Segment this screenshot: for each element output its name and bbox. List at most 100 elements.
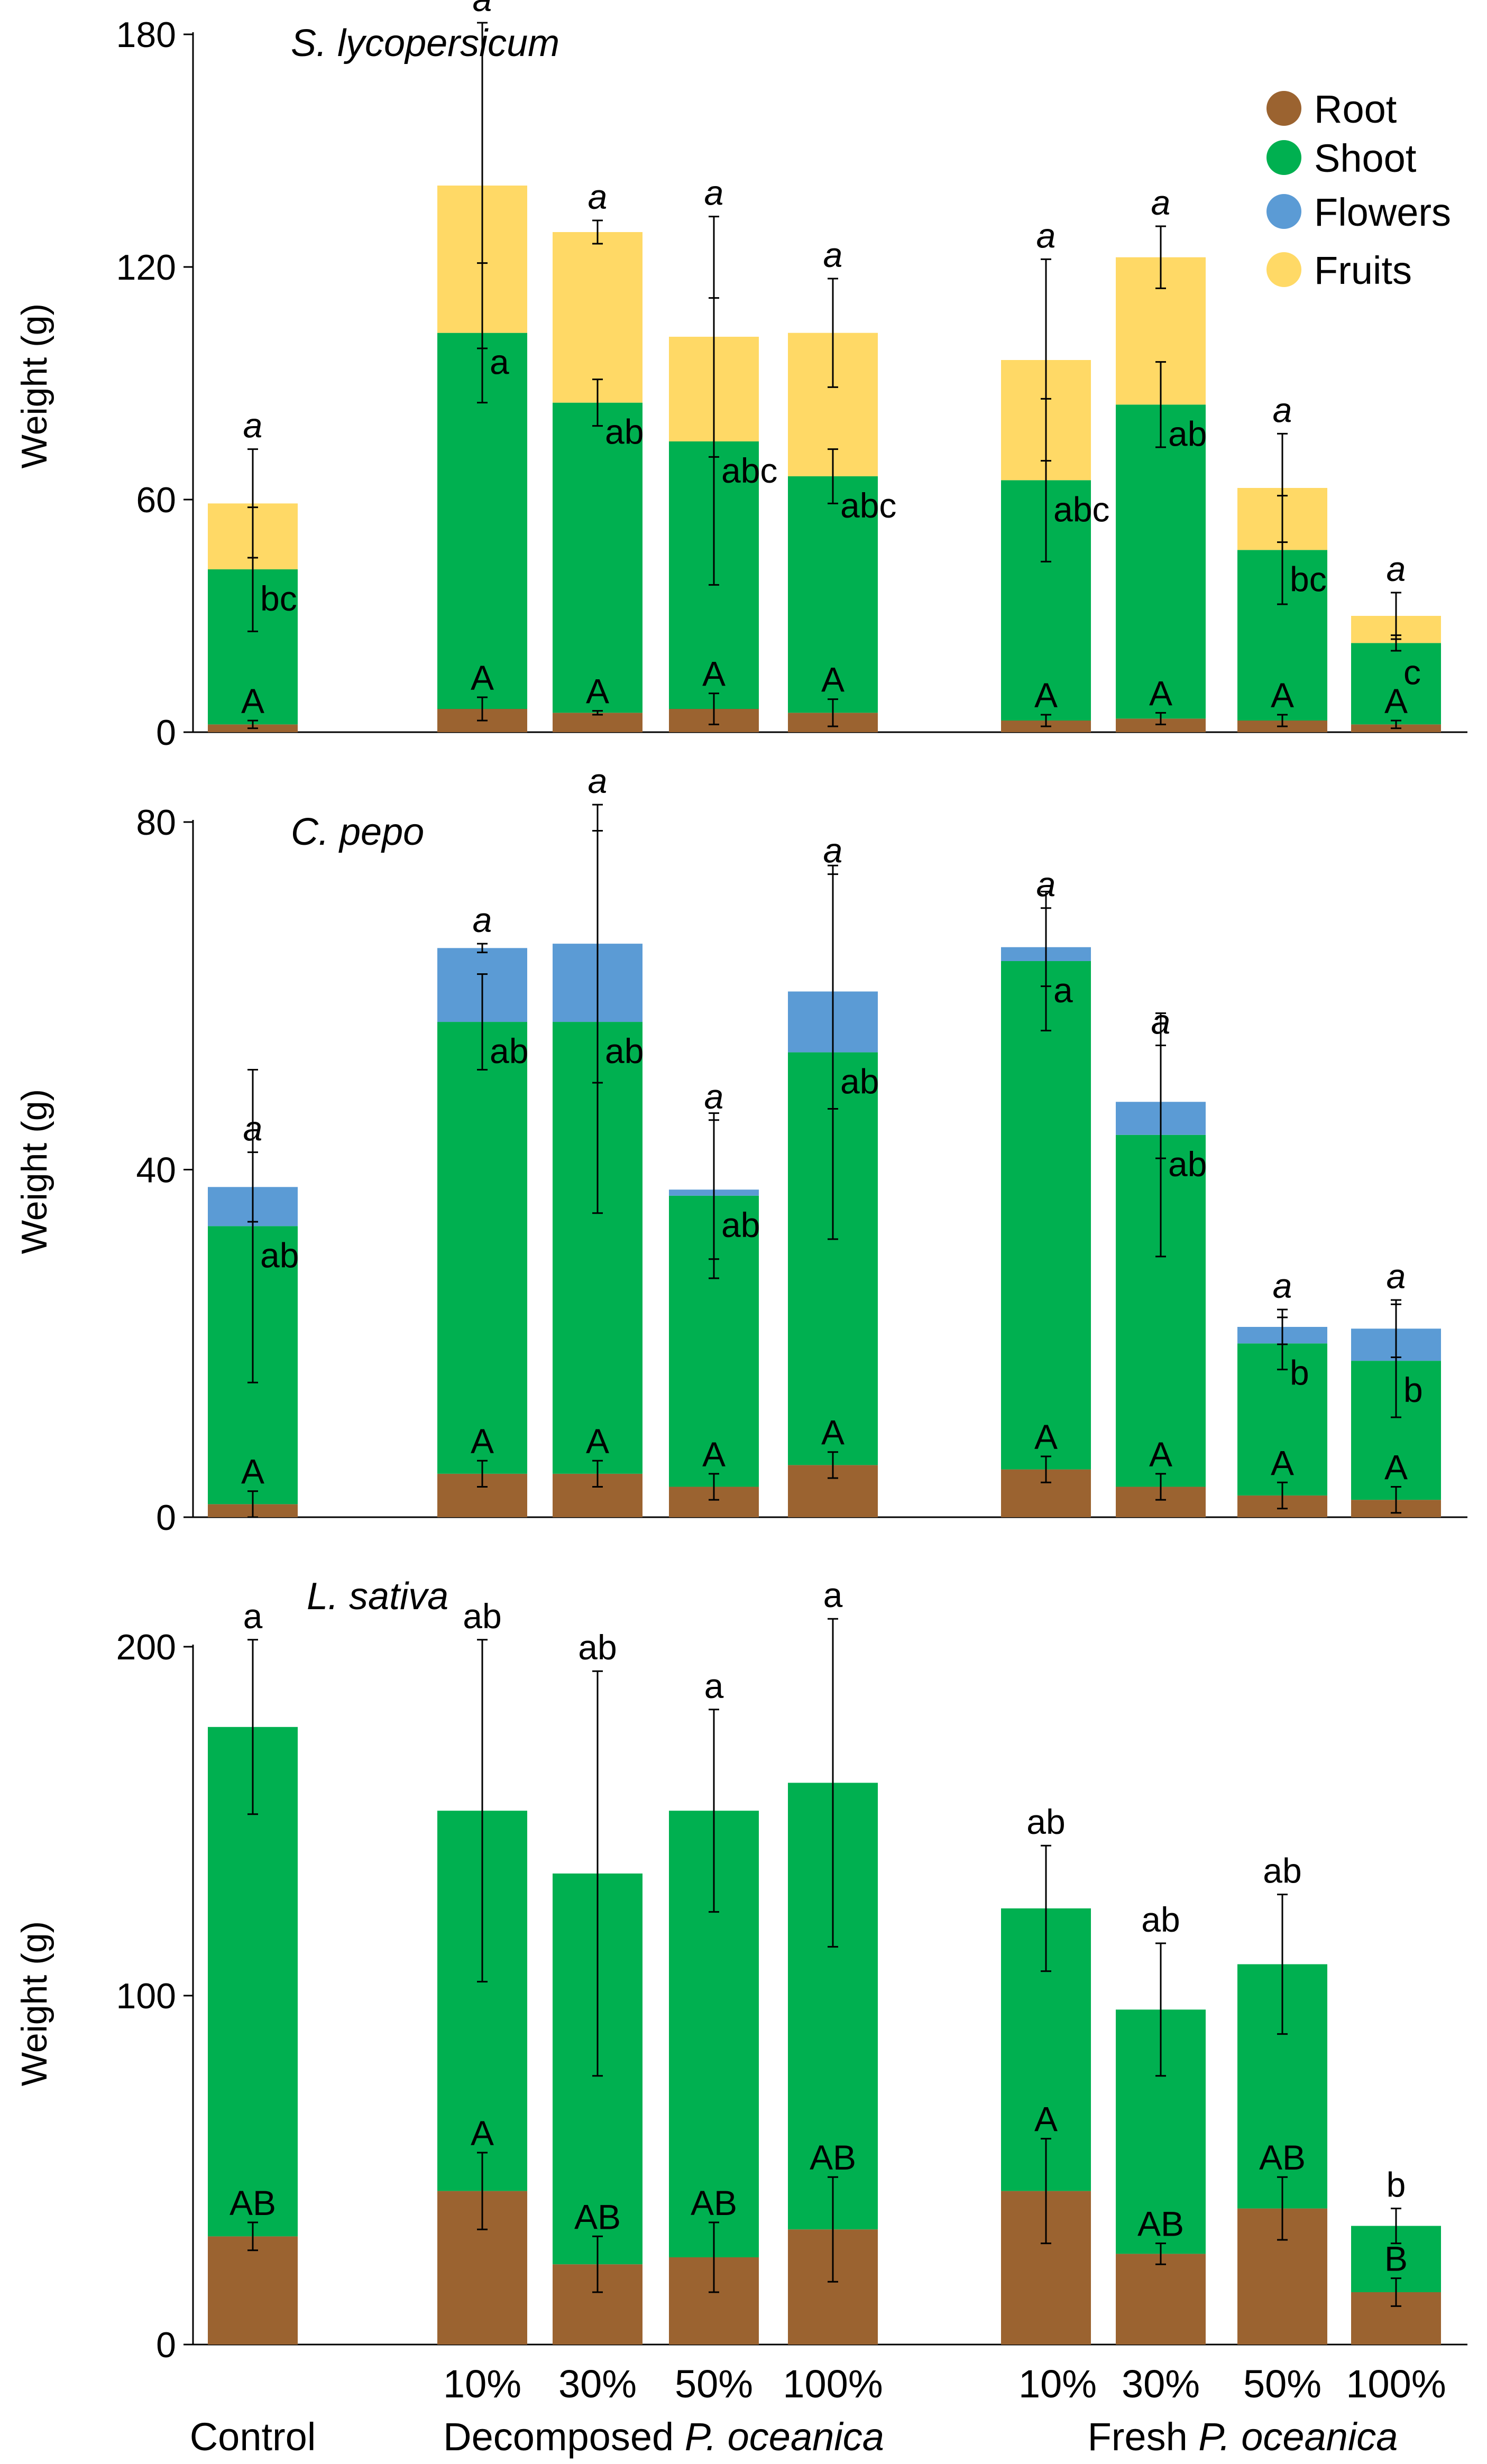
error-bar-shoot bbox=[1155, 361, 1166, 448]
y-axis-label-l-sativa: Weight (g) bbox=[14, 1921, 54, 2086]
dose-label: 30% bbox=[1122, 2362, 1200, 2406]
sig-letter-shoot: b bbox=[1403, 1370, 1423, 1409]
y-tick-label: 100 bbox=[116, 1976, 176, 2016]
error-bar-fruits bbox=[477, 22, 488, 349]
sig-letter-shoot: a bbox=[1053, 971, 1073, 1010]
sig-letter-shoot: abc bbox=[721, 451, 777, 490]
error-bar-flowers bbox=[247, 1151, 258, 1223]
sig-letter-root: A bbox=[586, 1422, 609, 1461]
error-bar-flowers bbox=[1041, 907, 1051, 988]
group-label-fresh: Fresh P. oceanica bbox=[1088, 2415, 1398, 2459]
error-bar-flowers bbox=[592, 804, 603, 1084]
y-tick-label: 60 bbox=[136, 480, 176, 520]
sig-letter-total: a bbox=[588, 177, 608, 216]
sig-letter-total: a bbox=[1273, 1266, 1292, 1305]
sig-letter-root: A bbox=[702, 1435, 726, 1474]
error-bar-root bbox=[1277, 1481, 1288, 1510]
sig-letter-total: a bbox=[243, 1596, 263, 1636]
error-bar-shoot bbox=[477, 1639, 488, 1983]
sig-letter-total: ab bbox=[1026, 1802, 1065, 1841]
sig-letter-root: A bbox=[1034, 2100, 1058, 2139]
sig-letter-total: a bbox=[1387, 549, 1406, 588]
sig-letter-shoot: bc bbox=[260, 579, 297, 618]
error-bar-fruits bbox=[1391, 592, 1401, 640]
error-bar-flowers bbox=[477, 943, 488, 954]
sig-letter-shoot: ab bbox=[721, 1205, 760, 1244]
sig-letter-shoot: abc bbox=[840, 486, 896, 525]
group-label-fresh-prefix: Fresh bbox=[1088, 2415, 1199, 2459]
error-bar-fruits bbox=[1041, 258, 1051, 462]
sig-letter-total: a bbox=[1151, 183, 1171, 222]
sig-letter-total: a bbox=[1273, 390, 1292, 429]
y-axis-label-c-pepo: Weight (g) bbox=[14, 1089, 54, 1254]
legend-swatch-shoot bbox=[1266, 140, 1301, 175]
error-bar-flowers bbox=[1391, 1299, 1401, 1359]
error-bar-root bbox=[709, 2221, 719, 2293]
sig-letter-root: A bbox=[1034, 1417, 1058, 1456]
sig-letter-total: ab bbox=[1141, 1900, 1180, 1939]
sig-letter-root: B bbox=[1384, 2239, 1408, 2278]
y-tick-label: 120 bbox=[116, 247, 176, 288]
error-bar-root bbox=[1391, 2277, 1401, 2307]
sig-letter-shoot: ab bbox=[260, 1235, 299, 1275]
dose-label: 50% bbox=[675, 2362, 753, 2406]
sig-letter-root: A bbox=[241, 1452, 264, 1491]
error-bar-flowers bbox=[1277, 1308, 1288, 1345]
sig-letter-total: a bbox=[243, 1109, 263, 1148]
sig-letter-shoot: c bbox=[1403, 652, 1421, 691]
sig-letter-root: A bbox=[241, 681, 264, 721]
sig-letter-root: A bbox=[1149, 673, 1172, 713]
error-bar-root bbox=[709, 1473, 719, 1501]
error-bar-root bbox=[247, 2221, 258, 2251]
error-bar-root bbox=[1277, 714, 1288, 727]
dose-label: 10% bbox=[1018, 2362, 1097, 2406]
error-bar-root bbox=[1041, 714, 1051, 727]
sig-letter-shoot: b bbox=[1290, 1353, 1309, 1392]
sig-letter-root: AB bbox=[1137, 2204, 1184, 2244]
sig-letter-total: a bbox=[473, 0, 492, 19]
error-bar-root bbox=[477, 1460, 488, 1488]
legend-swatch-flowers bbox=[1266, 194, 1301, 229]
bar-shoot-segment bbox=[1001, 961, 1091, 1470]
error-bar-shoot bbox=[1041, 1844, 1051, 1972]
legend: Root Shoot Flowers Fruits bbox=[1266, 87, 1451, 292]
sig-letter-shoot: ab bbox=[605, 412, 644, 451]
error-bar-root bbox=[1277, 2176, 1288, 2241]
sig-letter-root: A bbox=[1384, 1447, 1408, 1487]
sig-letter-shoot: ab bbox=[605, 1031, 644, 1070]
error-bar-root bbox=[477, 696, 488, 722]
error-bar-fruits bbox=[1277, 432, 1288, 543]
dose-label: 100% bbox=[1346, 2362, 1446, 2406]
y-tick-label: 40 bbox=[136, 1150, 176, 1191]
error-bar-shoot bbox=[1155, 1942, 1166, 2077]
sig-letter-root: A bbox=[1034, 676, 1058, 715]
error-bar-root bbox=[592, 710, 603, 716]
error-bar-fruits bbox=[592, 219, 603, 245]
y-tick-label: 180 bbox=[116, 15, 176, 55]
bar-shoot-segment bbox=[1351, 643, 1441, 725]
error-bar-root bbox=[1155, 712, 1166, 725]
bar-root-segment bbox=[208, 2236, 298, 2345]
error-bar-flowers bbox=[828, 873, 838, 1110]
sig-letter-total: ab bbox=[578, 1628, 617, 1667]
y-tick-label: 0 bbox=[156, 2325, 176, 2365]
error-bar-root bbox=[477, 2152, 488, 2230]
sig-letter-root: AB bbox=[230, 2183, 276, 2222]
sig-letter-root: AB bbox=[574, 2197, 621, 2236]
error-bar-shoot bbox=[477, 973, 488, 1070]
error-bar-root bbox=[1155, 1473, 1166, 1501]
y-tick-label: 200 bbox=[116, 1627, 176, 1667]
group-label-decomposed: Decomposed P. oceanica bbox=[443, 2415, 884, 2459]
legend-label-fruits: Fruits bbox=[1314, 248, 1412, 292]
sig-letter-total: a bbox=[588, 761, 608, 800]
dose-label: 100% bbox=[783, 2362, 883, 2406]
sig-letter-root: A bbox=[471, 1422, 494, 1461]
sig-letter-root: AB bbox=[1259, 2138, 1306, 2177]
sig-letter-shoot: ab bbox=[1168, 414, 1207, 453]
group-label-fresh-species: P. oceanica bbox=[1198, 2415, 1398, 2459]
bar-root-segment bbox=[1116, 2254, 1206, 2345]
sig-letter-root: AB bbox=[691, 2183, 737, 2222]
group-label-decomposed-species: P. oceanica bbox=[685, 2415, 884, 2459]
error-bar-root bbox=[1155, 2242, 1166, 2265]
